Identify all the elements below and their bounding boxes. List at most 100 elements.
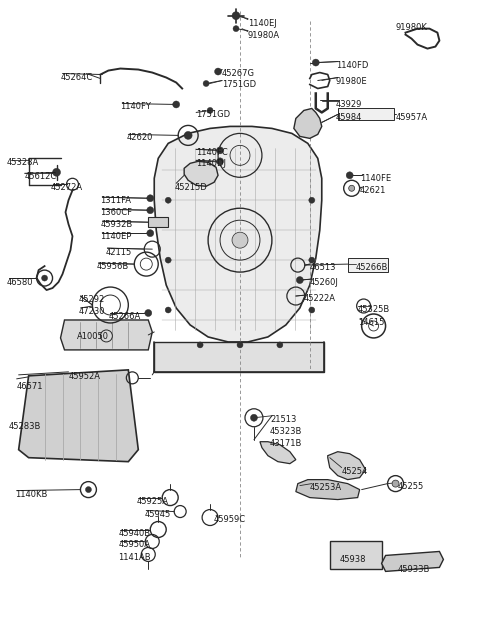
Text: 45959C: 45959C [214, 515, 246, 523]
Text: 45945: 45945 [144, 510, 170, 518]
Circle shape [85, 487, 91, 493]
Text: 1140FE: 1140FE [360, 174, 391, 184]
Polygon shape [60, 320, 152, 350]
Text: 45933B: 45933B [397, 565, 430, 574]
Circle shape [348, 185, 355, 191]
Text: 46571: 46571 [17, 382, 43, 391]
Polygon shape [296, 480, 360, 500]
Text: 91980K: 91980K [396, 23, 427, 32]
Circle shape [165, 257, 171, 263]
Circle shape [309, 307, 315, 313]
Text: 43171B: 43171B [270, 439, 302, 448]
Circle shape [197, 342, 203, 348]
Text: 45940B: 45940B [119, 528, 150, 538]
Text: 45938: 45938 [340, 556, 366, 564]
Polygon shape [184, 161, 218, 186]
Text: 1360CF: 1360CF [100, 208, 132, 217]
Text: 45222A: 45222A [304, 294, 336, 303]
Bar [154, 342, 324, 372]
Bar [338, 108, 394, 120]
Text: 45267G: 45267G [222, 69, 255, 78]
Text: 45254: 45254 [342, 467, 368, 476]
Text: 1141AB: 1141AB [119, 554, 151, 562]
Text: 45253A: 45253A [310, 482, 342, 492]
Text: 45325B: 45325B [358, 305, 390, 314]
Circle shape [216, 147, 224, 154]
Circle shape [147, 229, 154, 237]
Circle shape [233, 25, 239, 32]
Text: A10050: A10050 [76, 332, 108, 341]
Circle shape [165, 197, 171, 203]
Text: 45925A: 45925A [136, 497, 168, 505]
Text: 45292: 45292 [78, 295, 105, 304]
Text: 45950A: 45950A [119, 541, 150, 549]
Polygon shape [19, 370, 138, 462]
Text: 45264C: 45264C [60, 73, 93, 82]
Polygon shape [382, 551, 444, 572]
Text: 45272A: 45272A [50, 184, 83, 192]
Text: 45957A: 45957A [396, 113, 428, 122]
Circle shape [145, 309, 152, 316]
Circle shape [309, 197, 315, 203]
Text: 45255: 45255 [397, 482, 424, 490]
Polygon shape [260, 441, 296, 464]
Bar [148, 217, 168, 227]
Circle shape [147, 206, 154, 214]
Circle shape [232, 232, 248, 248]
Circle shape [216, 158, 224, 165]
Text: 21513: 21513 [270, 415, 296, 423]
Text: 45956B: 45956B [96, 262, 129, 271]
Text: 43929: 43929 [336, 100, 362, 110]
Text: 91980E: 91980E [336, 76, 367, 86]
Circle shape [165, 307, 171, 313]
Text: 45266A: 45266A [108, 312, 141, 321]
Text: 1140FD: 1140FD [336, 61, 368, 69]
Bar [348, 258, 387, 272]
Circle shape [237, 342, 243, 348]
Circle shape [296, 277, 303, 283]
Circle shape [309, 257, 315, 263]
Text: 45323B: 45323B [270, 427, 302, 436]
Text: 14615: 14615 [358, 318, 384, 327]
Text: 45952A: 45952A [69, 372, 100, 381]
Text: 46580: 46580 [7, 278, 33, 287]
Text: 45984: 45984 [336, 113, 362, 122]
Bar [330, 541, 382, 569]
Text: 45215D: 45215D [174, 184, 207, 192]
Circle shape [207, 107, 213, 113]
Text: 42620: 42620 [126, 133, 153, 143]
Polygon shape [328, 452, 366, 480]
Circle shape [147, 195, 154, 202]
Circle shape [184, 131, 192, 140]
Text: 1751GD: 1751GD [196, 110, 230, 120]
Text: 46513: 46513 [310, 263, 336, 272]
Text: 1751GD: 1751GD [222, 79, 256, 89]
Circle shape [232, 12, 240, 20]
Polygon shape [154, 126, 322, 342]
Text: 1140EP: 1140EP [100, 232, 132, 241]
Circle shape [203, 81, 209, 87]
Text: 1140KB: 1140KB [15, 490, 47, 498]
Text: 45932B: 45932B [100, 220, 132, 229]
Text: 1140FY: 1140FY [120, 102, 151, 112]
Text: 45283B: 45283B [9, 422, 41, 431]
Text: 45266B: 45266B [356, 263, 388, 272]
Text: 45612C: 45612C [24, 172, 57, 181]
Text: 45260J: 45260J [310, 278, 339, 287]
Circle shape [346, 172, 353, 179]
Text: 42115: 42115 [106, 248, 132, 257]
Circle shape [52, 168, 60, 176]
Circle shape [392, 480, 399, 487]
Text: 91980A: 91980A [248, 30, 280, 40]
Circle shape [251, 414, 257, 421]
Text: 1140EJ: 1140EJ [248, 19, 277, 28]
Text: 1140DJ: 1140DJ [196, 159, 226, 169]
Circle shape [215, 68, 222, 75]
Text: 42621: 42621 [360, 186, 386, 195]
Text: 1140FC: 1140FC [196, 148, 228, 157]
Text: 1311FA: 1311FA [100, 197, 132, 205]
Text: 47230: 47230 [78, 307, 105, 316]
Polygon shape [294, 108, 322, 138]
Circle shape [312, 59, 319, 66]
Text: 45328A: 45328A [7, 158, 39, 167]
